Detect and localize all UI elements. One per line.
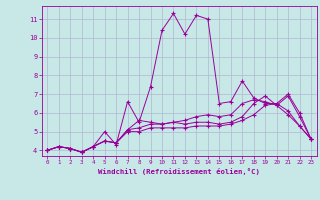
X-axis label: Windchill (Refroidissement éolien,°C): Windchill (Refroidissement éolien,°C): [98, 168, 260, 175]
